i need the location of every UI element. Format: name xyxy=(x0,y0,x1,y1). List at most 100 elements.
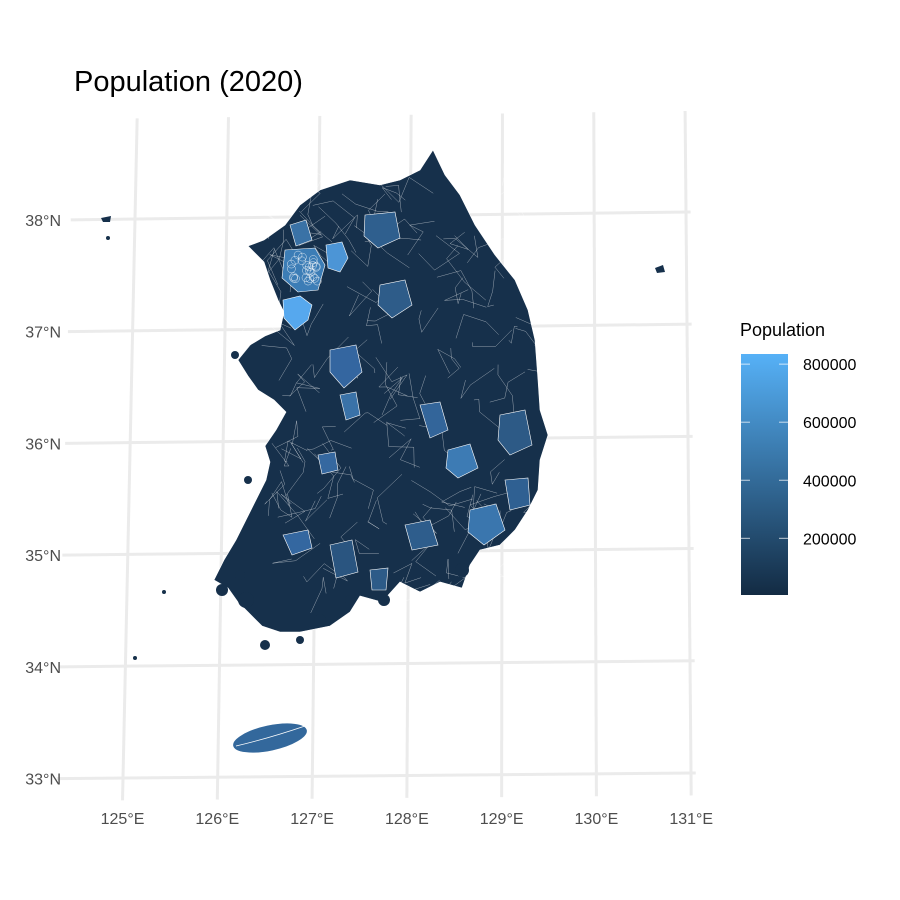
district-border xyxy=(473,399,501,429)
region-changwon xyxy=(404,519,439,551)
region-gyeonggi-northwest xyxy=(289,219,313,247)
district-border xyxy=(271,492,293,518)
district-border xyxy=(407,220,435,256)
chart-title: Population (2020) xyxy=(74,66,303,98)
jeju-district-border xyxy=(235,725,306,747)
seoul-district-border xyxy=(289,274,298,283)
district-border xyxy=(227,251,270,284)
district-border xyxy=(271,443,292,467)
seoul-district-border xyxy=(302,261,311,270)
district-border xyxy=(378,366,408,397)
district-border xyxy=(349,281,373,317)
district-border xyxy=(344,412,388,433)
district-border xyxy=(393,562,422,584)
region-wonju xyxy=(377,279,413,319)
y-tick-label: 38°N xyxy=(25,213,61,230)
district-border xyxy=(303,563,340,583)
small-island xyxy=(260,640,270,650)
ulleung-island xyxy=(655,265,665,273)
district-border xyxy=(367,500,380,530)
region-jeonju xyxy=(317,451,339,475)
district-border xyxy=(300,178,321,213)
district-border xyxy=(312,336,349,379)
district-border xyxy=(280,493,306,524)
district-border xyxy=(230,207,274,219)
district-border xyxy=(399,577,440,594)
small-island xyxy=(244,476,252,484)
region-gyeonggi-north xyxy=(325,241,349,273)
district-border xyxy=(503,191,528,224)
district-border xyxy=(299,210,326,235)
seoul-district-border xyxy=(309,258,318,267)
small-island xyxy=(238,592,254,608)
district-border xyxy=(411,543,437,577)
district-border xyxy=(411,480,473,507)
district-border xyxy=(490,459,505,485)
seoul-district-border xyxy=(298,252,307,262)
district-border xyxy=(436,270,475,309)
district-border xyxy=(444,289,487,308)
seoul-district-border xyxy=(301,273,311,282)
district-border xyxy=(282,364,312,397)
district-border xyxy=(527,349,568,374)
district-border xyxy=(332,214,358,240)
region-ulsan xyxy=(504,477,531,511)
district-border xyxy=(381,187,406,201)
district-border xyxy=(418,235,460,271)
region-daejeon xyxy=(339,391,361,421)
district-border xyxy=(523,496,548,514)
small-island xyxy=(133,656,137,660)
region-cheongju xyxy=(329,344,363,389)
x-tick-label: 127°E xyxy=(290,811,334,828)
legend-label: 200000 xyxy=(803,531,856,548)
seoul-district-border xyxy=(309,255,318,264)
district-border xyxy=(233,337,257,382)
y-tick-label: 34°N xyxy=(25,660,61,677)
district-border xyxy=(354,539,379,554)
district-border xyxy=(305,499,328,522)
jeju-island xyxy=(232,722,308,754)
district-border xyxy=(449,232,469,250)
y-tick-label: 35°N xyxy=(25,548,61,565)
district-border xyxy=(284,161,321,197)
district-border xyxy=(439,575,468,599)
seoul-district-border xyxy=(305,262,314,272)
district-border xyxy=(285,447,306,497)
small-island xyxy=(314,614,326,626)
district-border xyxy=(487,270,496,307)
district-border xyxy=(276,490,315,539)
district-border xyxy=(447,348,460,379)
y-tick-label: 36°N xyxy=(25,436,61,453)
district-border xyxy=(454,277,464,304)
district-border xyxy=(502,177,521,196)
region-busan-gimhae xyxy=(467,503,506,546)
district-border xyxy=(400,373,421,421)
axis-labels: 125°E 126°E 127°E 128°E 129°E 130°E 131°E 33°N 3… xyxy=(25,213,713,828)
district-border xyxy=(246,297,268,322)
district-border xyxy=(455,314,499,339)
small-island xyxy=(231,351,239,359)
district-border xyxy=(381,377,403,416)
district-border xyxy=(446,559,470,580)
region-pohang xyxy=(497,409,533,456)
legend: Population 200000 400000 600000 800000 xyxy=(740,320,856,595)
x-tick-label: 131°E xyxy=(669,811,713,828)
district-border xyxy=(296,382,320,412)
small-island xyxy=(378,594,390,606)
district-border xyxy=(289,373,320,397)
district-border xyxy=(398,376,418,398)
x-tick-label: 125°E xyxy=(101,811,145,828)
district-border xyxy=(494,239,518,279)
district-border xyxy=(264,470,286,505)
district-border xyxy=(302,303,324,337)
longitude-gridline xyxy=(121,118,139,801)
seoul-district-border xyxy=(306,268,316,277)
district-border xyxy=(275,420,299,448)
district-border xyxy=(312,200,355,235)
region-seoul-metro xyxy=(281,247,326,293)
legend-title: Population xyxy=(740,320,825,340)
district-border xyxy=(414,501,457,529)
district-border xyxy=(310,577,327,614)
